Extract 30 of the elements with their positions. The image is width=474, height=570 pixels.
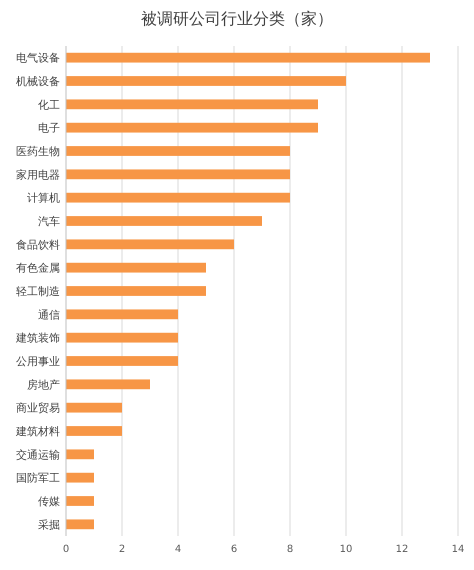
y-tick-label: 建筑材料: [15, 425, 60, 438]
y-tick-label: 公用事业: [16, 355, 60, 368]
x-tick-label: 10: [340, 544, 352, 555]
y-tick-label: 有色金属: [16, 262, 60, 275]
y-tick-label: 家用电器: [16, 168, 60, 182]
y-tick-label: 通信: [38, 308, 60, 322]
x-tick-label: 4: [174, 544, 182, 555]
y-tick-label: 机械设备: [16, 75, 60, 88]
x-tick-label: 12: [396, 544, 408, 555]
y-tick-label: 房地产: [27, 378, 60, 392]
chart-title: 被调研公司行业分类（家）: [141, 9, 333, 28]
y-tick-label: 汽车: [38, 215, 60, 228]
y-tick-label: 轻工制造: [16, 285, 60, 298]
y-tick-label: 商业贸易: [16, 402, 60, 415]
y-tick-label: 化工: [38, 98, 60, 112]
y-tick-label: 电气设备: [16, 52, 60, 65]
y-tick-label: 传媒: [38, 495, 60, 508]
x-tick-label: 14: [452, 544, 464, 555]
y-tick-label: 电子: [38, 122, 60, 135]
y-tick-label: 建筑装饰: [15, 332, 60, 345]
x-tick-label: 0: [62, 544, 70, 555]
y-tick-label: 食品饮料: [16, 238, 60, 252]
y-tick-label: 采掘: [38, 518, 60, 532]
y-tick-label: 计算机: [27, 192, 60, 205]
x-tick-label: 8: [286, 544, 294, 555]
y-tick-label: 医药生物: [16, 145, 60, 158]
x-tick-label: 2: [118, 544, 126, 555]
x-tick-label: 6: [230, 544, 238, 555]
y-tick-label: 国防军工: [16, 472, 60, 485]
y-tick-label: 交通运输: [16, 448, 60, 462]
